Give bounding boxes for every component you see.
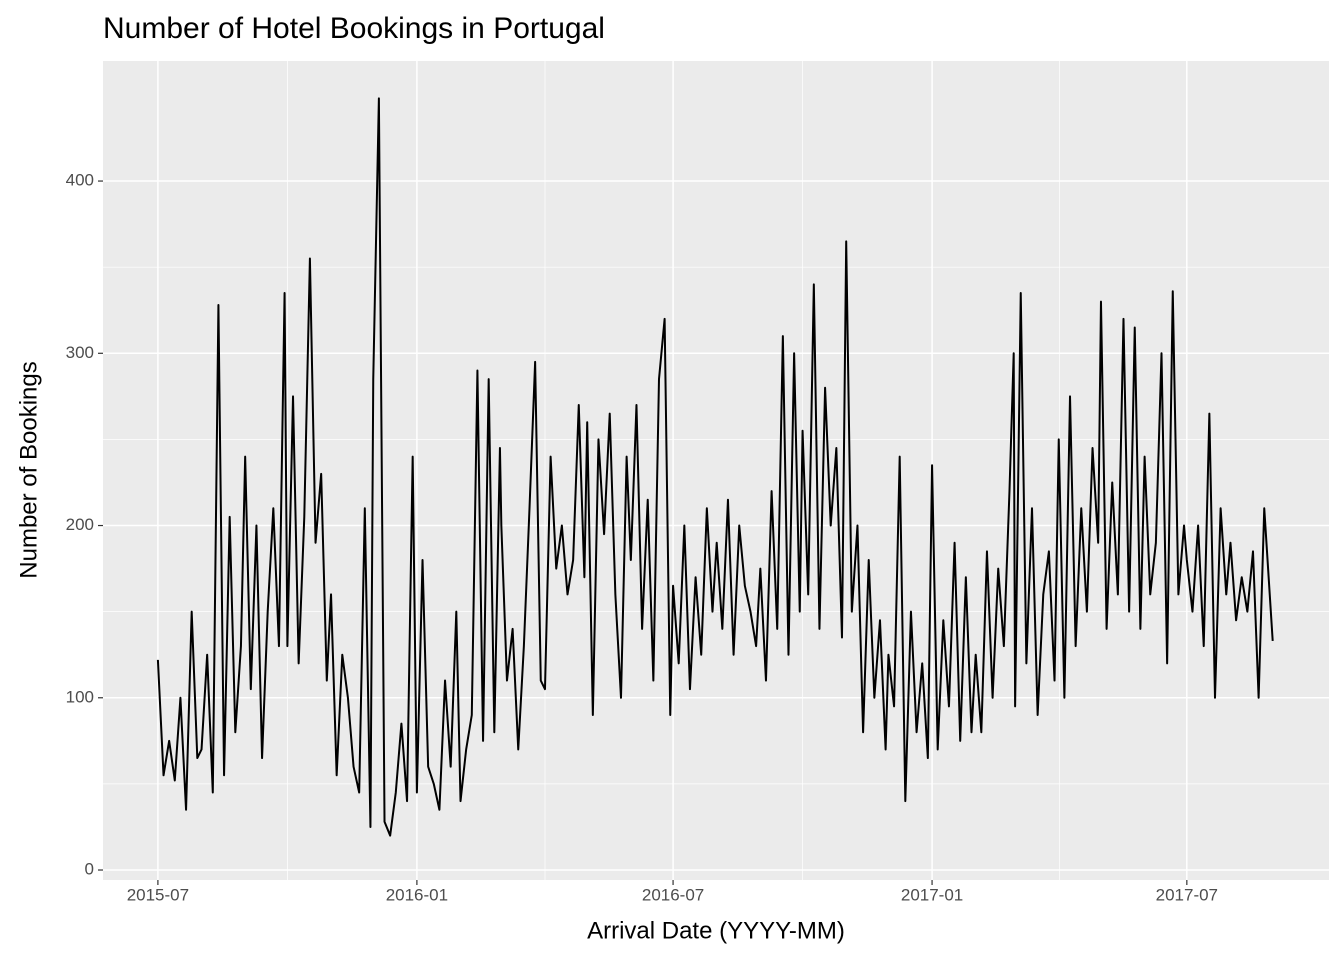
chart-title: Number of Hotel Bookings in Portugal	[103, 12, 605, 45]
y-tick-label: 200	[66, 515, 94, 534]
y-tick-label: 100	[66, 687, 94, 706]
grid	[103, 61, 1329, 880]
x-tick-label: 2016-07	[642, 885, 704, 904]
x-tick-label: 2017-07	[1156, 885, 1218, 904]
marks	[156, 97, 1274, 837]
x-tick-label: 2017-01	[901, 885, 963, 904]
y-axis-title: Number of Bookings	[15, 361, 42, 578]
y-tick-label: 300	[66, 343, 94, 362]
x-tick-label: 2016-01	[386, 885, 448, 904]
data-line	[156, 97, 1274, 837]
plot-panel	[103, 61, 1329, 880]
ticks: 0 100 200 300 400 2015-07 2016-01 2016-07 2017-0…	[66, 171, 1218, 905]
x-axis-title: Arrival Date (YYYY-MM)	[587, 917, 845, 944]
x-tick-label: 2015-07	[127, 885, 189, 904]
y-tick-label: 400	[66, 171, 94, 190]
y-tick-label: 0	[85, 859, 94, 878]
